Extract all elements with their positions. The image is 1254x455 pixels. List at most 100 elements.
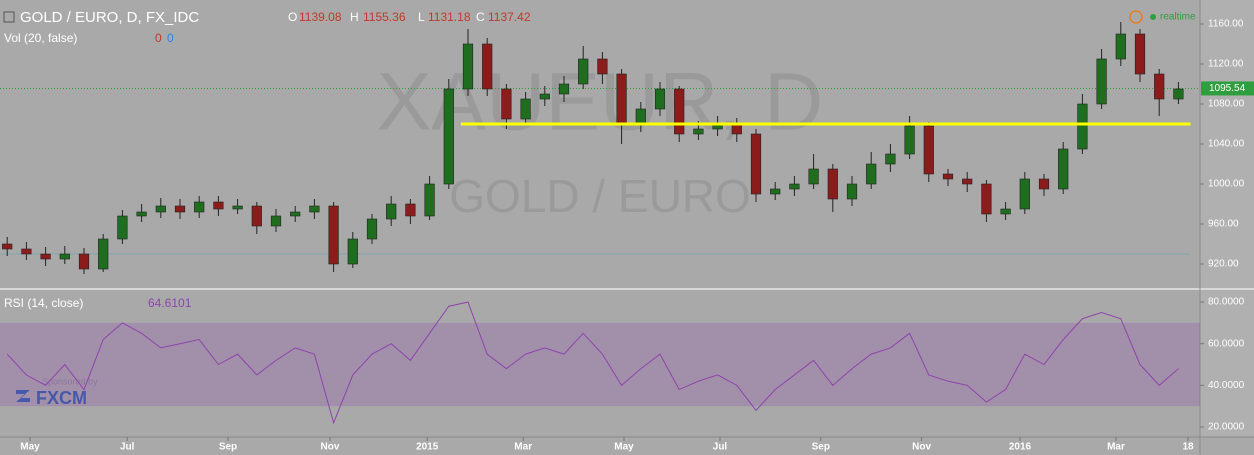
x-tick-label: Sep [219,442,237,453]
candle-body [328,205,339,265]
candle-body [117,215,128,240]
candle-body [1173,88,1184,100]
candle-body [482,43,493,90]
y-tick-label: 920.00 [1208,259,1239,270]
candle-body [1000,208,1011,215]
candle-body [194,201,205,213]
x-tick-label: May [20,442,40,453]
rsi-y-tick-label: 80.0000 [1208,297,1245,308]
candle-body [808,168,819,185]
symbol-title[interactable]: GOLD / EURO, D, FX_IDC [20,9,199,26]
last-price-box [1201,81,1254,96]
watermark: GOLD / EURO [449,170,751,222]
collapse-icon[interactable] [3,11,15,23]
x-tick-label: Mar [1107,442,1125,453]
x-tick-label: Mar [514,442,532,453]
candle-body [885,153,896,165]
y-tick-label: 960.00 [1208,219,1239,230]
candle-body [347,238,358,265]
sponsor-logo[interactable]: FXCM [36,388,87,408]
realtime-dot [1150,14,1156,20]
y-tick-label: 1080.00 [1208,99,1245,110]
y-tick-label: 1120.00 [1208,59,1244,70]
candle-body [539,93,550,100]
ohlc-key: L [418,10,425,24]
candle-body [770,188,781,195]
header: GOLD / EURO, D, FX_IDC Vol (20, false) 0… [3,9,1196,408]
candle-body [827,168,838,200]
candle-body [174,205,186,213]
candle-body [904,125,915,155]
candle-body [213,201,224,210]
x-tick-label: Sep [812,442,830,453]
rsi-line [6,301,1179,425]
candle-body [962,178,973,185]
candle-body [520,98,531,120]
volume-value: 0 [155,31,162,45]
y-tick-label: 1000.00 [1208,179,1245,190]
candle-body [597,58,608,75]
candle-body [981,183,992,215]
x-tick-label: Nov [912,442,931,453]
x-tick-label: 2015 [416,442,439,453]
candle-body [309,205,320,213]
candle-body [136,211,147,217]
rsi-y-tick-label: 60.0000 [1208,338,1245,349]
candle-body [674,88,685,135]
candle-body [1058,148,1069,190]
price-axis-bg [1200,0,1254,437]
candle-body [558,83,570,95]
candle-body [923,125,934,175]
ohlc-value: 1155.36 [363,10,406,24]
candle-body [386,203,397,220]
candle-body [1038,178,1050,190]
realtime-label: realtime [1160,12,1196,23]
candle-body [693,128,704,135]
candle-body [866,163,877,185]
candle-body [251,205,262,227]
candle-body [270,215,282,227]
x-tick-label: 18 [1182,442,1194,453]
rsi-band [0,322,1200,407]
x-tick-label: 2016 [1009,442,1032,453]
candle-body [750,133,762,195]
rsi-y-tick-label: 40.0000 [1208,380,1245,391]
volume-label[interactable]: Vol (20, false) [4,31,77,45]
candle-body [443,88,454,185]
sponsor-icon [16,390,30,402]
candle-body [654,88,666,110]
candle-body [155,205,166,213]
candle-body [846,183,858,200]
rsi-current: 64.6101 [148,296,192,310]
candle-body [98,238,109,270]
ohlc-key: O [288,10,297,24]
y-tick-label: 1160.00 [1208,19,1244,30]
rsi-label[interactable]: RSI (14, close) [4,296,83,310]
candle-body [405,203,416,217]
ohlc-key: C [476,10,485,24]
candle-body [578,58,589,85]
volume-value: 0 [167,31,174,45]
candle-body [232,205,243,210]
candle-body [462,43,474,90]
candle-body [366,218,378,240]
candle-body [501,88,512,120]
y-tick-label: 1040.00 [1208,139,1245,150]
x-tick-label: Jul [120,442,135,453]
candle-body [78,253,90,270]
sponsor-label: Sponsored by [42,376,98,386]
candle-body [2,243,13,250]
ohlc-value: 1139.08 [299,10,342,24]
candle-body [1077,103,1088,150]
candle-body [424,183,435,217]
candle-body [616,73,627,125]
last-price-label: 1095.54 [1209,83,1246,94]
candle-body [1154,73,1165,100]
candle-body [21,248,32,255]
alert-icon[interactable] [1129,10,1143,24]
x-tick-label: Jul [713,442,728,453]
candle-body [789,183,800,190]
ohlc-value: 1131.18 [428,10,471,24]
